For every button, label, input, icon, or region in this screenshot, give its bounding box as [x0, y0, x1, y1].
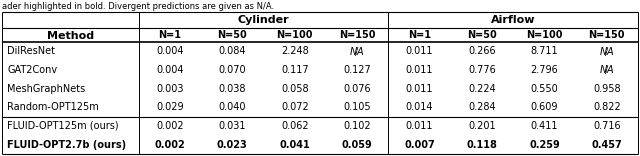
Text: GAT2Conv: GAT2Conv — [8, 65, 58, 75]
Text: 2.796: 2.796 — [531, 65, 558, 75]
Text: 0.004: 0.004 — [156, 46, 184, 56]
Text: 0.029: 0.029 — [156, 102, 184, 112]
Text: 0.058: 0.058 — [281, 84, 308, 94]
Text: 0.031: 0.031 — [219, 121, 246, 131]
Text: 0.776: 0.776 — [468, 65, 496, 75]
Text: FLUID-OPT2.7b (ours): FLUID-OPT2.7b (ours) — [8, 140, 127, 150]
Text: 0.117: 0.117 — [281, 65, 308, 75]
Text: DilResNet: DilResNet — [8, 46, 56, 56]
Text: FLUID-OPT125m (ours): FLUID-OPT125m (ours) — [8, 121, 119, 131]
Text: 0.224: 0.224 — [468, 84, 496, 94]
Text: 0.072: 0.072 — [281, 102, 308, 112]
Text: N=1: N=1 — [159, 30, 182, 40]
Text: 0.062: 0.062 — [281, 121, 308, 131]
Text: $\mathit{N\!/\!A}$: $\mathit{N\!/\!A}$ — [599, 45, 614, 58]
Text: 0.284: 0.284 — [468, 102, 496, 112]
Text: Random-OPT125m: Random-OPT125m — [8, 102, 99, 112]
Text: 0.127: 0.127 — [343, 65, 371, 75]
Text: Method: Method — [47, 31, 94, 41]
Text: 0.002: 0.002 — [155, 140, 186, 150]
Text: ader highlighted in bold. Divergent predictions are given as N/A.: ader highlighted in bold. Divergent pred… — [2, 2, 274, 11]
Text: 0.411: 0.411 — [531, 121, 558, 131]
Text: 0.011: 0.011 — [406, 46, 433, 56]
Text: $\mathit{N\!/\!A}$: $\mathit{N\!/\!A}$ — [599, 63, 614, 76]
Text: 0.118: 0.118 — [467, 140, 497, 150]
Text: 0.958: 0.958 — [593, 84, 621, 94]
Text: 0.457: 0.457 — [591, 140, 622, 150]
Text: Cylinder: Cylinder — [237, 15, 289, 25]
Text: N=1: N=1 — [408, 30, 431, 40]
Text: MeshGraphNets: MeshGraphNets — [8, 84, 86, 94]
Text: 0.041: 0.041 — [280, 140, 310, 150]
Text: 0.014: 0.014 — [406, 102, 433, 112]
Text: 0.084: 0.084 — [219, 46, 246, 56]
Text: 0.011: 0.011 — [406, 84, 433, 94]
Text: N=100: N=100 — [276, 30, 313, 40]
Text: 0.609: 0.609 — [531, 102, 558, 112]
Text: 0.102: 0.102 — [343, 121, 371, 131]
Text: 0.822: 0.822 — [593, 102, 621, 112]
Text: 0.002: 0.002 — [156, 121, 184, 131]
Text: 2.248: 2.248 — [281, 46, 308, 56]
Text: N=150: N=150 — [339, 30, 376, 40]
Text: 0.076: 0.076 — [343, 84, 371, 94]
Text: 0.004: 0.004 — [156, 65, 184, 75]
Text: 0.266: 0.266 — [468, 46, 496, 56]
Text: 0.550: 0.550 — [531, 84, 558, 94]
Text: 8.711: 8.711 — [531, 46, 558, 56]
Text: 0.003: 0.003 — [156, 84, 184, 94]
Text: 0.040: 0.040 — [219, 102, 246, 112]
Text: N=100: N=100 — [526, 30, 563, 40]
Text: N=150: N=150 — [589, 30, 625, 40]
Text: 0.011: 0.011 — [406, 65, 433, 75]
Text: 0.007: 0.007 — [404, 140, 435, 150]
Text: $\mathit{N\!/\!A}$: $\mathit{N\!/\!A}$ — [349, 45, 365, 58]
Text: 0.105: 0.105 — [343, 102, 371, 112]
Text: 0.059: 0.059 — [342, 140, 372, 150]
Text: N=50: N=50 — [218, 30, 247, 40]
Text: N=50: N=50 — [467, 30, 497, 40]
Text: 0.201: 0.201 — [468, 121, 496, 131]
Text: Airflow: Airflow — [491, 15, 536, 25]
Text: 0.023: 0.023 — [217, 140, 248, 150]
Text: 0.259: 0.259 — [529, 140, 560, 150]
Text: 0.070: 0.070 — [218, 65, 246, 75]
Text: 0.038: 0.038 — [219, 84, 246, 94]
Text: 0.011: 0.011 — [406, 121, 433, 131]
Text: 0.716: 0.716 — [593, 121, 621, 131]
